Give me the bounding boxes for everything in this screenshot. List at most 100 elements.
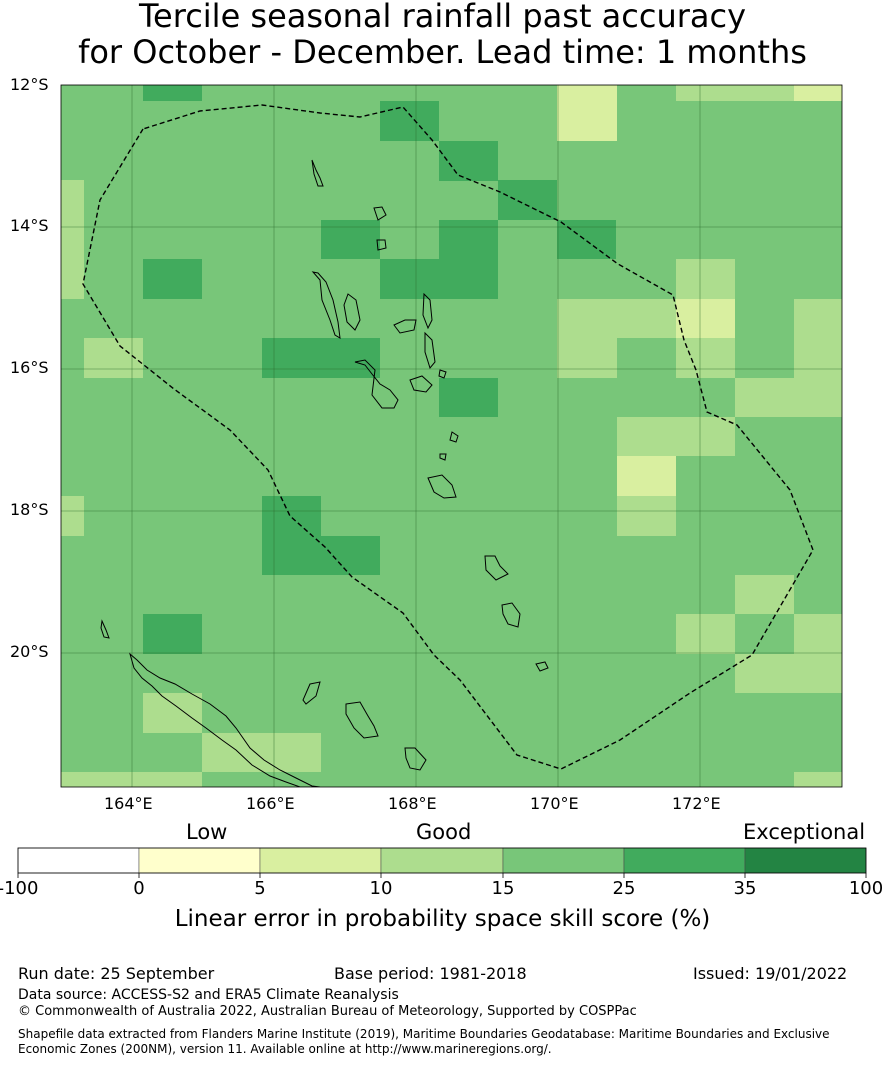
colorbar-tick: 15	[491, 878, 515, 899]
colorbar-tick: 35	[733, 878, 757, 899]
skill-grid-cell	[84, 338, 143, 378]
island-coastline	[302, 681, 321, 705]
island-coastline	[311, 159, 324, 187]
skill-grid-cell	[617, 456, 676, 496]
skill-grid-cell	[262, 496, 321, 536]
skill-grid-cell	[498, 180, 557, 220]
skill-grid-cell	[617, 496, 676, 536]
skill-grid-cell	[380, 259, 498, 299]
copyright: © Commonwealth of Australia 2022, Austra…	[18, 1004, 637, 1019]
skill-grid-cell	[676, 614, 735, 654]
colorbar-segment	[623, 847, 746, 874]
colorbar-tick: 0	[133, 878, 145, 899]
island-coastline	[427, 474, 457, 499]
skill-grid-cell	[439, 141, 498, 181]
chart-title-line1: Tercile seasonal rainfall past accuracy	[138, 0, 747, 35]
shapefile-credit-line1: Shapefile data extracted from Flanders M…	[18, 1027, 830, 1041]
skill-grid-cell	[735, 378, 842, 417]
skill-grid-cell	[617, 417, 735, 456]
lat-label-16s: 16°S	[10, 358, 49, 377]
skill-grid-cell	[439, 378, 498, 417]
skill-grid-cell	[557, 299, 676, 338]
island-coastline	[439, 453, 447, 461]
skill-grid-cell	[794, 299, 842, 338]
lon-label-170e: 170°E	[530, 794, 579, 813]
skill-grid-cell	[794, 85, 842, 101]
island-coastline	[449, 431, 459, 443]
lon-label-168e: 168°E	[388, 794, 437, 813]
island-coastline	[393, 319, 417, 334]
skill-grid-cell	[143, 693, 202, 733]
lon-label-172e: 172°E	[672, 794, 721, 813]
lon-label-166e: 166°E	[246, 794, 295, 813]
colorbar-label-good: Good	[416, 820, 472, 844]
skill-grid-cell	[61, 772, 202, 787]
skill-grid-cell	[676, 259, 735, 299]
lat-label-18s: 18°S	[10, 500, 49, 519]
run-date: Run date: 25 September	[18, 964, 215, 983]
skill-grid-cell	[557, 220, 616, 259]
skill-grid-cell	[321, 220, 380, 259]
lon-label-164e: 164°E	[104, 794, 153, 813]
colorbar-segment	[138, 847, 261, 874]
colorbar-label-exceptional: Exceptional	[743, 820, 866, 844]
skill-grid-cell	[61, 496, 84, 536]
island-coastline	[424, 331, 436, 370]
colorbar-tick: 25	[612, 878, 636, 899]
skill-grid-cell	[794, 338, 842, 378]
island-coastline	[343, 293, 361, 331]
issued-date: Issued: 19/01/2022	[693, 964, 848, 983]
lat-label-14s: 14°S	[10, 216, 49, 235]
island-coastline	[345, 701, 379, 739]
skill-grid-cell	[676, 299, 735, 338]
island-coastline	[404, 747, 427, 771]
skill-grid-cell	[143, 85, 202, 101]
skill-grid-cell	[61, 180, 84, 299]
skill-grid-cell	[794, 772, 842, 787]
island-coastline	[409, 375, 433, 393]
island-coastline	[438, 369, 447, 379]
island-coastline	[535, 661, 549, 672]
island-coastline	[501, 602, 521, 628]
skill-grid-cell	[735, 575, 794, 614]
island-coastline	[129, 652, 321, 787]
skill-grid-cell	[380, 101, 439, 141]
colorbar-segment	[17, 847, 140, 874]
lat-label-20s: 20°S	[10, 642, 49, 661]
chart-title-line2: for October - December. Lead time: 1 mon…	[78, 33, 807, 71]
skill-grid-cell	[676, 85, 794, 101]
colorbar-tick: 10	[369, 878, 393, 899]
skill-grid-cell	[262, 536, 380, 575]
colorbar-title: Linear error in probability space skill …	[174, 906, 711, 932]
island-coastline	[354, 359, 399, 409]
skill-grid-cell	[794, 614, 842, 654]
island-coastline	[376, 239, 387, 251]
colorbar-label-low: Low	[186, 820, 228, 844]
data-source: Data source: ACCESS-S2 and ERA5 Climate …	[18, 987, 399, 1003]
island-coastline	[100, 619, 110, 639]
colorbar-segment	[502, 847, 625, 874]
colorbar-tick: 5	[254, 878, 266, 899]
colorbar-tick: 100	[848, 878, 884, 899]
colorbar-segment	[380, 847, 504, 874]
lat-label-12s: 12°S	[10, 75, 49, 94]
base-period: Base period: 1981-2018	[334, 964, 527, 983]
skill-grid-cell	[143, 259, 202, 299]
island-coastline	[422, 292, 433, 330]
island-coastline	[484, 555, 509, 581]
colorbar-segment	[744, 847, 867, 874]
island-coastline	[311, 271, 341, 339]
colorbar-frame	[17, 847, 867, 874]
shapefile-credit-line2: Economic Zones (200NM), version 11. Avai…	[18, 1042, 552, 1056]
colorbar-segment	[259, 847, 382, 874]
skill-grid-cell	[143, 614, 202, 654]
skill-grid-cell	[557, 338, 617, 378]
island-coastline	[373, 206, 387, 221]
skill-grid-cell	[439, 220, 498, 259]
skill-grid-cell	[557, 85, 617, 141]
colorbar-tick: -100	[0, 878, 39, 899]
skill-grid-cell	[262, 338, 380, 378]
eez-boundary	[82, 104, 814, 770]
skill-grid-cell	[735, 654, 842, 693]
